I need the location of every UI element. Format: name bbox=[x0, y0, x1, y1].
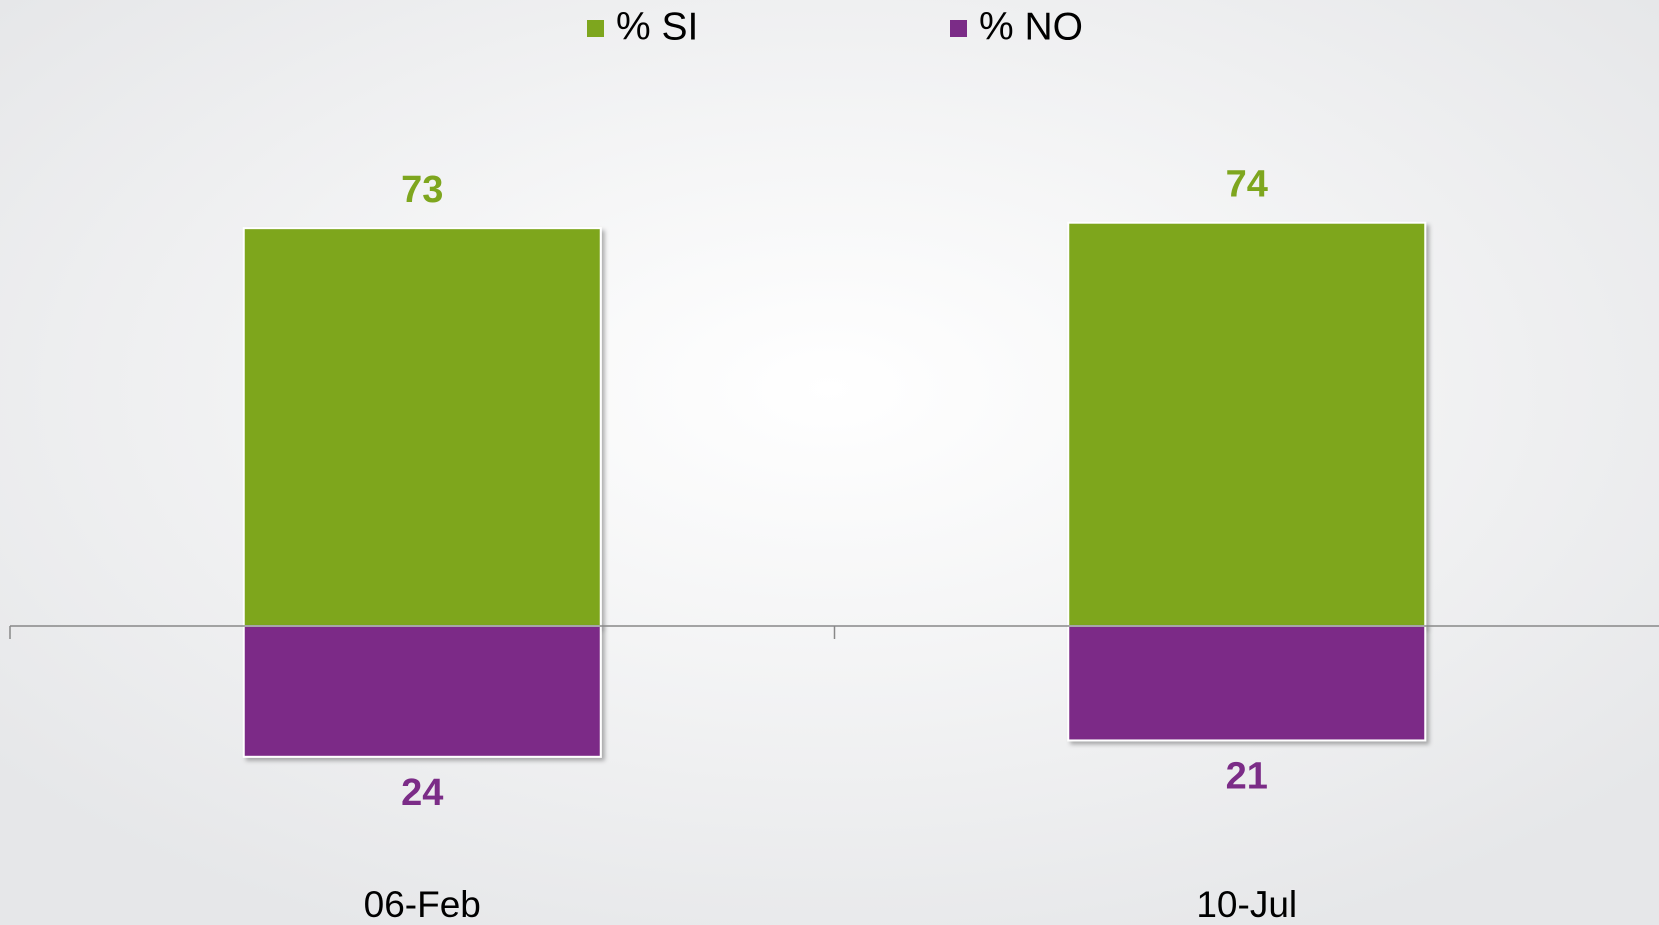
data-label: 21 bbox=[1226, 755, 1268, 797]
data-label: 73 bbox=[401, 169, 443, 211]
bar bbox=[1067, 625, 1427, 742]
bar bbox=[1067, 221, 1427, 627]
legend-swatch bbox=[950, 20, 967, 37]
x-tick-label: 10-Jul bbox=[1196, 884, 1297, 925]
bar bbox=[242, 625, 602, 758]
bar bbox=[242, 227, 602, 627]
x-tick-label: 06-Feb bbox=[364, 884, 481, 925]
data-label: 24 bbox=[401, 772, 443, 814]
legend-label: % NO bbox=[979, 5, 1083, 48]
legend-label: % SI bbox=[616, 5, 698, 48]
data-label: 74 bbox=[1226, 164, 1268, 206]
legend-swatch bbox=[587, 20, 604, 37]
